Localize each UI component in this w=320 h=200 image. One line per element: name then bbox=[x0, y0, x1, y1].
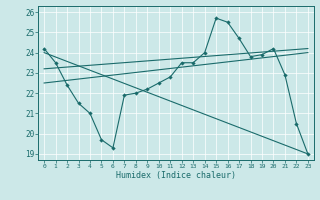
X-axis label: Humidex (Indice chaleur): Humidex (Indice chaleur) bbox=[116, 171, 236, 180]
